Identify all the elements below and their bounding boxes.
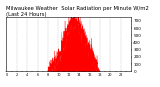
Text: Milwaukee Weather  Solar Radiation per Minute W/m2  (Last 24 Hours): Milwaukee Weather Solar Radiation per Mi… [6,6,151,17]
